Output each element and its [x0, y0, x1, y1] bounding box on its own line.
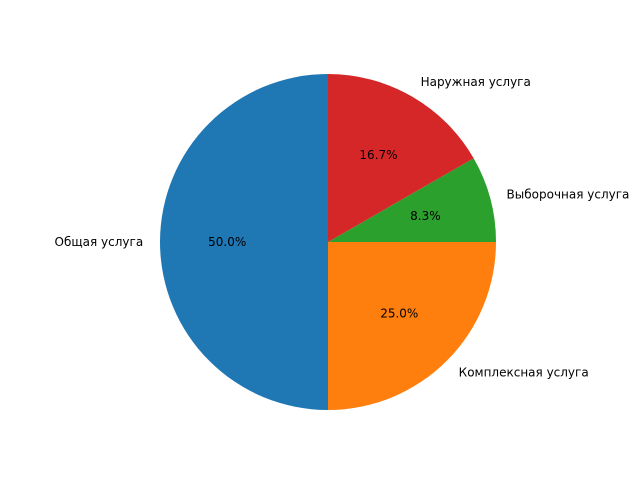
pie-slice-3	[328, 74, 474, 242]
slice-percent-label-3: 16.7%	[359, 148, 397, 162]
pie-labels: 50.0% Общая услуга 25.0% Комплексная услуга…	[55, 75, 630, 380]
slice-percent-label-2: 8.3%	[410, 209, 441, 223]
pie-slice-2	[328, 158, 496, 242]
slice-percent-label-0: 50.0%	[208, 235, 246, 249]
slice-percent-label-1: 25.0%	[380, 306, 418, 320]
pie-slice-1	[328, 242, 496, 410]
pie-slices	[160, 74, 496, 410]
slice-category-label-3: Наружная услуга	[421, 75, 531, 89]
slice-category-label-0: Общая услуга	[55, 235, 144, 249]
slice-category-label-1: Комплексная услуга	[459, 366, 589, 380]
slice-category-label-2: Выборочная услуга	[507, 187, 630, 201]
pie-slice-0	[160, 74, 328, 410]
